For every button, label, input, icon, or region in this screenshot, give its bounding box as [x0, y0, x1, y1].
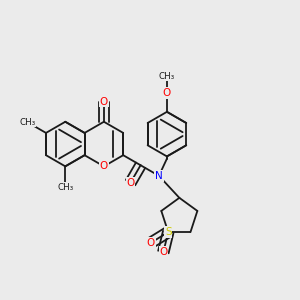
Text: O: O	[100, 97, 108, 107]
Text: CH₃: CH₃	[159, 72, 175, 81]
Text: O: O	[159, 247, 167, 257]
Text: N: N	[155, 171, 163, 181]
Text: CH₃: CH₃	[57, 183, 74, 192]
Text: S: S	[165, 227, 172, 237]
Text: O: O	[163, 88, 171, 98]
Text: O: O	[100, 161, 108, 171]
Text: O: O	[126, 178, 135, 188]
Text: CH₃: CH₃	[20, 118, 36, 127]
Text: O: O	[147, 238, 155, 248]
